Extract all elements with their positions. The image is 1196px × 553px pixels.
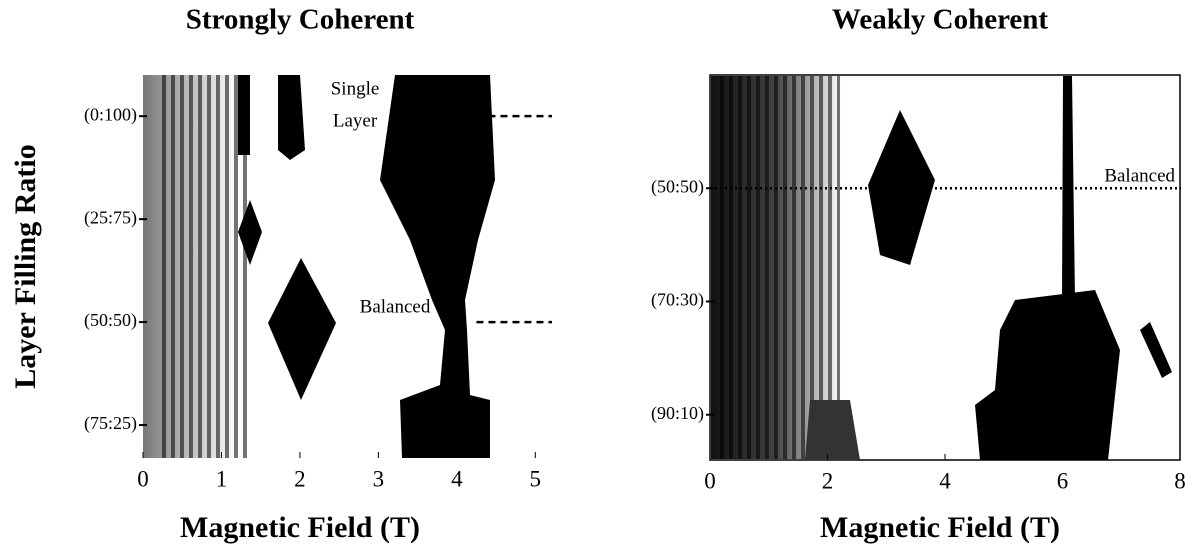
x-tick-label: 2 [822,468,834,493]
y-tick-label: (50:50) [84,310,137,331]
x-tick-label: 4 [451,466,463,491]
annotation: Balanced [360,296,431,317]
y-tick-label: (50:50) [651,176,704,197]
x-tick-label: 0 [137,466,149,491]
x-tick-label: 2 [294,466,306,491]
annotation: Layer [333,110,378,131]
heatmap-left [143,75,551,458]
y-axis-label: Layer Filling Ratio [9,144,42,388]
x-axis-label: Magnetic Field (T) [820,511,1060,544]
x-tick-label: 6 [1057,468,1069,493]
x-axis-label: Magnetic Field (T) [180,511,420,544]
annotation: Single [331,78,380,99]
x-tick-label: 8 [1174,468,1186,493]
chart-title: Strongly Coherent [186,4,415,36]
annotation: Balanced [1104,165,1175,186]
x-tick-label: 0 [704,468,716,493]
y-tick-label: (75:25) [84,413,137,434]
annotation: ν = 1 [412,142,482,179]
y-tick-label: (90:10) [651,403,704,424]
y-tick-label: (70:30) [651,290,704,311]
x-tick-label: 1 [216,466,228,491]
chart-title: Weakly Coherent [832,4,1048,36]
x-tick-label: 4 [939,468,951,493]
x-tick-label: 3 [373,466,385,491]
x-tick-label: 5 [530,466,542,491]
y-tick-label: (25:75) [84,207,137,228]
annotation: ν = 1 [1013,404,1083,441]
y-tick-label: (0:100) [84,104,137,125]
heatmap-right [709,74,1181,461]
